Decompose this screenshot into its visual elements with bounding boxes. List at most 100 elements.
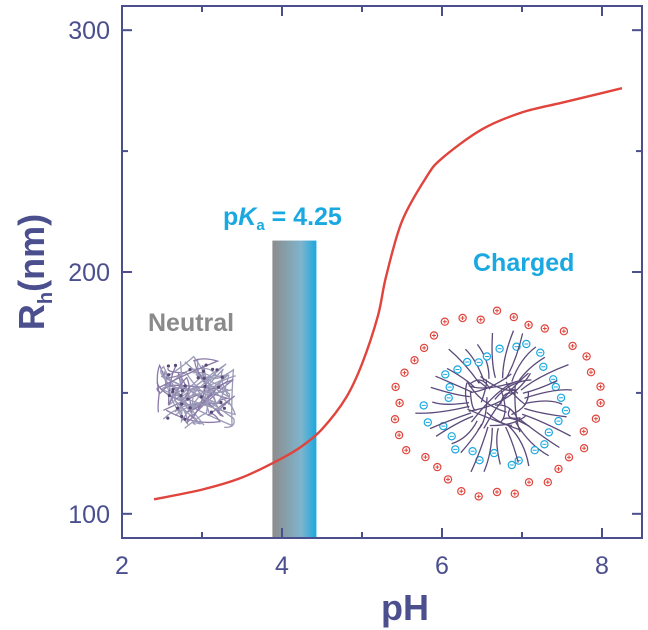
crosslink-dot (183, 384, 187, 388)
charged-arm (483, 427, 493, 473)
y-axis-title-unit: (nm) (11, 214, 52, 292)
y-axis-title-main: R (11, 304, 52, 330)
pka-label-var: K (238, 203, 258, 231)
core-chain (468, 372, 532, 412)
core-chain (470, 382, 514, 423)
charged-arm (508, 425, 530, 467)
y-axis-title: Rh(nm) (11, 214, 57, 330)
crosslink-dot (171, 387, 175, 391)
charged-arm (501, 330, 515, 379)
crosslink-dot (188, 406, 192, 410)
core-chain (500, 392, 516, 405)
crosslink-dot (180, 402, 184, 406)
crosslink-dot (179, 394, 183, 398)
crosslink-dot (176, 406, 180, 410)
neutral-chain (161, 367, 224, 418)
crosslink-dot (199, 395, 203, 399)
x-tick-label: 8 (595, 552, 609, 580)
charged-arm (476, 344, 490, 379)
core-chain (469, 379, 491, 390)
charged-arm (524, 400, 563, 405)
charged-label: Charged (473, 249, 574, 277)
charged-arm (520, 363, 569, 391)
neutral-chain (165, 395, 236, 424)
charged-arm (524, 389, 572, 399)
crosslink-dot (203, 384, 207, 388)
neutral-chain (156, 364, 190, 406)
charged-arm (505, 333, 524, 380)
charged-arm (524, 407, 567, 418)
neutral-polymer-coil (156, 355, 236, 429)
core-chain (494, 404, 520, 422)
crosslink-dot (202, 376, 206, 380)
crosslink-dot (167, 373, 171, 377)
core-chain (489, 415, 526, 427)
crosslink-dot (167, 393, 171, 398)
core-chain (486, 412, 512, 426)
charged-arm (429, 412, 472, 430)
x-axis-title: pH (381, 587, 429, 628)
neutral-chain (167, 368, 235, 427)
core-chain (500, 390, 506, 423)
neutral-chain (163, 370, 205, 426)
crosslink-dot (180, 414, 184, 419)
crosslink-dot (222, 406, 226, 410)
crosslink-dot (180, 389, 185, 393)
charged-arm (446, 367, 476, 389)
y-tick-label: 200 (68, 259, 110, 287)
charged-arm (470, 426, 489, 473)
crosslink-dot (204, 363, 208, 367)
y-tick-labels: 100 200 300 (68, 17, 110, 529)
neutral-chain (160, 365, 201, 426)
charged-polymer-brush (390, 306, 605, 501)
crosslink-dot (215, 368, 219, 372)
charged-arm (432, 401, 470, 405)
core-chain (466, 380, 507, 413)
charged-arm (522, 379, 558, 394)
pka-label-prefix: p (223, 203, 238, 231)
core-chain (469, 391, 477, 411)
pka-label: pKa = 4.25 (223, 203, 342, 234)
core-chain (480, 375, 518, 391)
neutral-label: Neutral (148, 309, 234, 337)
charged-arm (518, 418, 560, 449)
pka-label-sub: a (256, 217, 265, 234)
charged-arm (435, 375, 473, 393)
neutral-chain (186, 359, 229, 424)
y-tick-label: 100 (68, 501, 110, 529)
crosslink-dot (183, 417, 187, 421)
x-tick-label: 4 (275, 552, 289, 580)
crosslink-dot (201, 369, 206, 373)
x-tick-label: 6 (435, 552, 449, 580)
charged-arm (415, 405, 470, 414)
crosslink-dot (166, 364, 170, 368)
y-axis-title-sub: h (35, 292, 57, 304)
crosslink-dot (211, 367, 215, 371)
charged-arm (505, 426, 519, 463)
y-ticks (122, 29, 642, 515)
crosslink-dot (220, 375, 224, 379)
crosslink-dot (217, 385, 221, 389)
crosslink-dot (166, 416, 170, 420)
charged-arm (430, 386, 470, 398)
crosslink-dot (219, 400, 223, 404)
pka-label-value: = 4.25 (265, 203, 342, 231)
core-chain (494, 379, 532, 400)
crosslink-dot (173, 363, 178, 367)
pka-band (272, 240, 317, 538)
crosslink-dot (186, 397, 190, 401)
charged-arm (435, 415, 474, 437)
charged-arm (514, 421, 550, 457)
charged-arm (460, 423, 483, 454)
charged-arm (515, 356, 546, 386)
neutral-chain (156, 358, 220, 413)
charged-arm (521, 413, 571, 437)
crosslink-dot (196, 376, 200, 380)
x-ticks (121, 6, 603, 538)
series-line-rh (153, 87, 623, 501)
charged-arm (511, 346, 537, 382)
charged-arm (451, 420, 478, 445)
x-tick-labels: 2 4 6 8 (115, 552, 609, 580)
crosslink-dot (188, 368, 192, 372)
